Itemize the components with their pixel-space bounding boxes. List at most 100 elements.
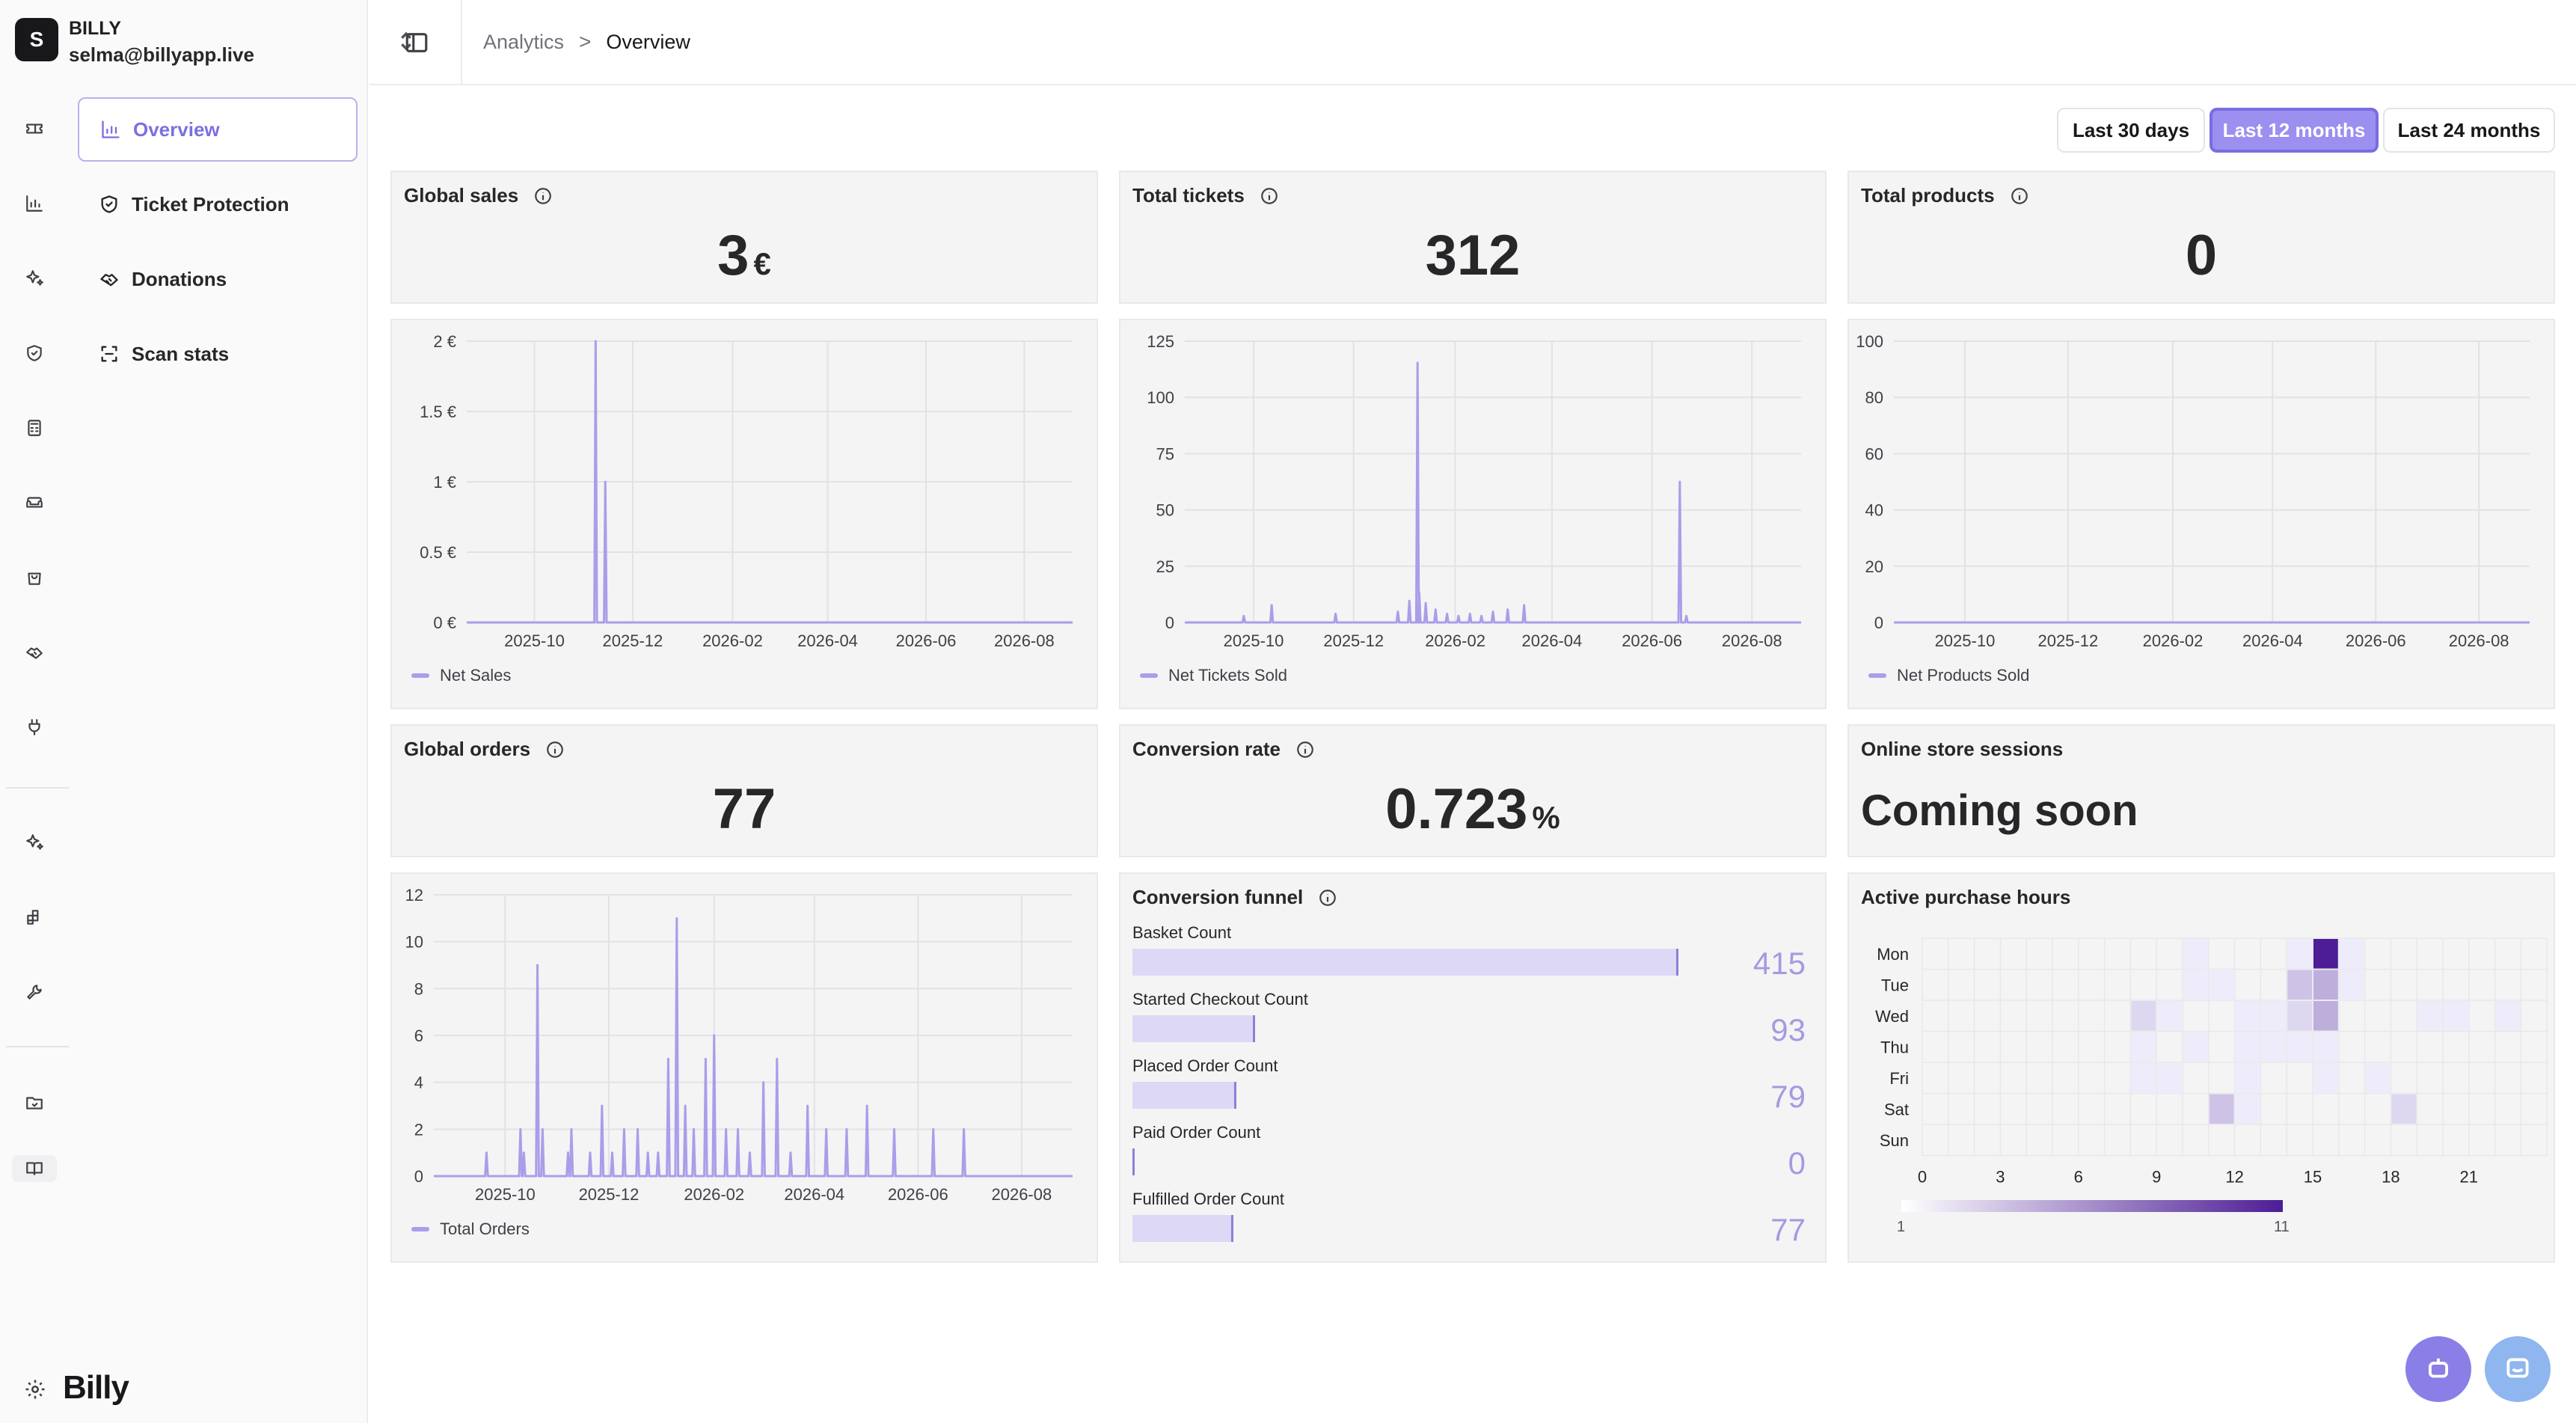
- y-tick-label: 0 €: [433, 613, 456, 632]
- info-icon[interactable]: [1318, 888, 1337, 908]
- total-tickets-value: 312: [1425, 224, 1521, 287]
- y-tick-label: 25: [1156, 557, 1174, 576]
- total-products-value: 0: [2185, 224, 2218, 287]
- sidebar-toggle-icon[interactable]: [404, 30, 429, 55]
- info-icon[interactable]: [1260, 186, 1279, 206]
- global-sales-number: 3: [717, 224, 749, 287]
- funnel-value: 0: [1788, 1145, 1806, 1181]
- chart-legend: Net Tickets Sold: [1140, 666, 1287, 685]
- y-tick-label: 2 €: [433, 332, 456, 351]
- chat-icon: [2506, 1358, 2529, 1378]
- funnel-bar: [1132, 949, 1678, 976]
- info-icon[interactable]: [2010, 186, 2029, 206]
- range-last-12-months-button[interactable]: Last 12 months: [2209, 108, 2379, 153]
- x-tick-label: 2026-06: [2346, 631, 2406, 650]
- heatmap-x-tick: 18: [2382, 1168, 2399, 1187]
- sidebar-item-label: Scan stats: [132, 342, 230, 365]
- sparkles-icon[interactable]: [21, 829, 48, 856]
- heatmap-scale-min: 1: [1897, 1219, 1905, 1235]
- y-tick-label: 50: [1156, 501, 1174, 520]
- chart-icon[interactable]: [21, 190, 48, 217]
- info-icon[interactable]: [533, 186, 553, 206]
- bag-icon[interactable]: [21, 564, 48, 591]
- funnel-bar: [1132, 1082, 1236, 1109]
- sofa-icon[interactable]: [21, 489, 48, 516]
- heatmap-cell: [2261, 1032, 2287, 1062]
- ai-assistant-button[interactable]: [2405, 1336, 2471, 1402]
- funnel-label: Fulfilled Order Count: [1132, 1190, 1284, 1208]
- funnel-value: 77: [1770, 1212, 1806, 1247]
- range-last-24-months-button[interactable]: Last 24 months: [2383, 108, 2555, 153]
- total-products-card: Total products 0: [1847, 171, 2555, 304]
- heatmap-cell: [2235, 1001, 2260, 1031]
- chat-support-button[interactable]: [2485, 1336, 2551, 1402]
- x-tick-label: 2026-04: [784, 1185, 844, 1204]
- heatmap-row-label: Mon: [1877, 945, 1909, 964]
- chart-legend: Net Products Sold: [1868, 666, 2029, 685]
- heatmap-cell: [2313, 1063, 2338, 1093]
- funnel-row: Fulfilled Order Count 77: [1132, 1190, 1806, 1252]
- shield-icon: [101, 195, 117, 213]
- series-line: [1185, 361, 1801, 624]
- sidebar-item-donations[interactable]: Donations: [78, 247, 358, 311]
- breadcrumb-overview: Overview: [606, 30, 690, 53]
- y-tick-label: 0: [1874, 613, 1883, 632]
- shield-icon[interactable]: [21, 340, 48, 367]
- heatmap-row-label: Sun: [1880, 1131, 1909, 1150]
- breadcrumb-analytics[interactable]: Analytics: [483, 30, 565, 53]
- plug-icon[interactable]: [21, 714, 48, 741]
- calculator-icon[interactable]: [21, 414, 48, 441]
- account-switcher[interactable]: S BILLY selma@billyapp.live: [13, 10, 431, 73]
- sidebar-item-label: Ticket Protection: [132, 192, 289, 215]
- heatmap-x-tick: 9: [2152, 1168, 2161, 1187]
- sidebar-item-overview[interactable]: Overview: [78, 97, 358, 162]
- conversion-rate-unit: %: [1532, 800, 1560, 835]
- funnel-bar: [1132, 1215, 1234, 1242]
- bot-icon: [2429, 1358, 2448, 1378]
- y-tick-label: 10: [405, 933, 423, 952]
- settings-gear-icon[interactable]: [24, 1378, 46, 1401]
- conversion-funnel-card: Conversion funnel Basket Count 415 Started…: [1119, 872, 1827, 1263]
- ticket-icon[interactable]: [21, 115, 48, 142]
- card-title: Conversion funnel: [1132, 886, 1337, 909]
- heatmap-cell: [2131, 1001, 2156, 1031]
- heatmap-cell: [2417, 1001, 2442, 1031]
- sidebar-item-scan-stats[interactable]: Scan stats: [78, 322, 358, 386]
- heatmap-cell: [2444, 1001, 2468, 1031]
- x-tick-label: 2026-02: [2143, 631, 2204, 650]
- heatmap-cell: [2391, 1094, 2417, 1124]
- y-tick-label: 20: [1865, 557, 1883, 576]
- total-tickets-card: Total tickets 312: [1119, 171, 1827, 304]
- legend-label: Net Tickets Sold: [1168, 666, 1287, 685]
- account-name: BILLY: [69, 18, 121, 39]
- x-tick-label: 2025-12: [603, 631, 663, 650]
- range-last-30-days-button[interactable]: Last 30 days: [2057, 108, 2205, 153]
- heatmap-row-label: Fri: [1889, 1069, 1909, 1088]
- blocks-icon[interactable]: [21, 904, 48, 931]
- x-tick-label: 2025-10: [1224, 631, 1284, 650]
- folder-icon[interactable]: [21, 1089, 48, 1116]
- sidebar-item-ticket-protection[interactable]: Ticket Protection: [78, 172, 358, 236]
- info-icon[interactable]: [1295, 740, 1315, 759]
- book-icon[interactable]: [12, 1155, 57, 1182]
- net-tickets-chart-card: 0 25 50 75 100 125 2025-10 2025-12 2026-02 2026-0…: [1119, 319, 1827, 709]
- handshake-icon[interactable]: [21, 639, 48, 666]
- heatmap-cell: [2235, 1094, 2260, 1124]
- sparkles-icon[interactable]: [21, 265, 48, 292]
- info-icon[interactable]: [545, 740, 565, 759]
- card-title: Conversion rate: [1132, 738, 1315, 761]
- heatmap-x-tick: 21: [2460, 1168, 2478, 1187]
- heatmap-cell: [2495, 1001, 2521, 1031]
- heatmap-color-scale: [1901, 1200, 2283, 1212]
- wrench-icon[interactable]: [21, 979, 48, 1006]
- heatmap-x-tick: 3: [1996, 1168, 2005, 1187]
- conversion-rate-number: 0.723: [1385, 777, 1528, 841]
- legend-label: Net Products Sold: [1897, 666, 2030, 685]
- conversion-rate-value: 0.723%: [1120, 777, 1825, 842]
- sidebar: S BILLY selma@billyapp.live Overview Tic…: [15, 0, 411, 1423]
- y-tick-label: 6: [414, 1026, 423, 1045]
- legend-swatch: [411, 1227, 429, 1231]
- x-tick-label: 2026-04: [1522, 631, 1583, 650]
- icon-rail: [0, 0, 69, 1423]
